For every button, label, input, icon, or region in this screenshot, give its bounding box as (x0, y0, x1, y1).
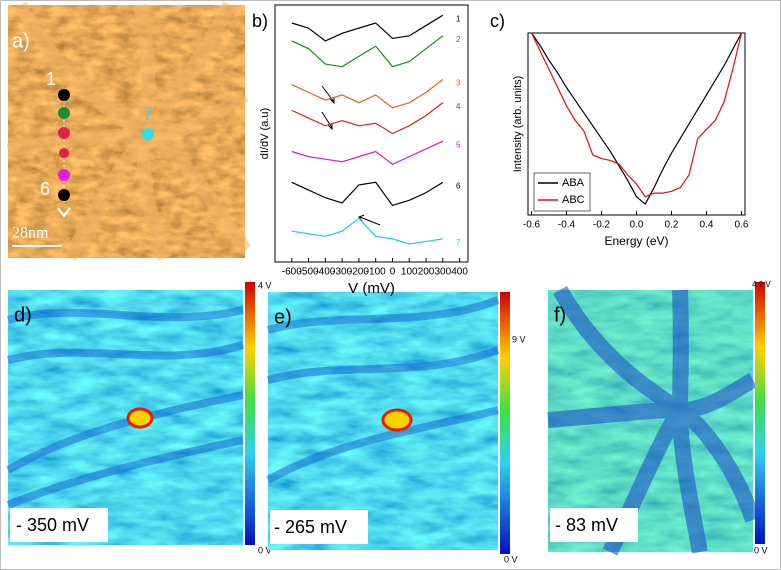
x-tick-label: 400 (451, 267, 468, 278)
series-line (530, 32, 743, 198)
colorbar (500, 292, 510, 554)
bias-label: - 83 mV (555, 515, 618, 535)
point (58, 107, 70, 119)
point (58, 89, 70, 101)
arrow (321, 111, 333, 131)
arrow (321, 85, 335, 105)
series-line (291, 181, 444, 207)
legend-label: ABC (562, 194, 585, 206)
series-line (291, 140, 444, 166)
x-tick-label: -300 (332, 267, 352, 278)
colorbar-max: 4 V (258, 280, 272, 290)
panel-d: d) - 350 mV 4 V 0 V (6, 280, 272, 555)
x-tick-label: 300 (434, 267, 451, 278)
label-box (270, 510, 368, 544)
point (59, 148, 69, 158)
x-tick-label: -100 (366, 267, 386, 278)
scale-label: 28nm (12, 225, 49, 242)
map-image (8, 290, 243, 545)
panel-label: e) (274, 306, 292, 328)
panel-label: a) (12, 30, 30, 52)
x-tick-label: 100 (401, 267, 418, 278)
bias-label: - 265 mV (274, 517, 347, 537)
y-axis-label: Intensity (arb. units) (512, 76, 524, 173)
x-tick-label: 0.6 (735, 220, 749, 231)
series-line (291, 14, 444, 42)
panel-label: b) (252, 11, 268, 31)
point (58, 189, 70, 201)
colorbar-max: 9 V (512, 334, 526, 344)
x-tick-label: -600 (282, 267, 302, 278)
y-axis-label: dI/dV (a.u) (259, 108, 271, 159)
series-label: 3 (456, 79, 461, 88)
stripe (266, 296, 500, 484)
colorbar-min: 0 V (258, 545, 272, 555)
panel-label: f) (554, 304, 566, 326)
panel-f: f) - 83 mV 4.2 V 0 V (547, 280, 771, 556)
plot-frame (274, 4, 469, 263)
series-label: 1 (456, 14, 461, 23)
series-label: 7 (456, 238, 461, 247)
series-label: 2 (456, 35, 461, 44)
bias-label: - 350 mV (16, 515, 89, 535)
x-tick-label: 0.0 (630, 220, 644, 231)
series-label: 6 (456, 181, 461, 190)
colorbar-min: 0 V (504, 554, 518, 564)
point-label: 6 (40, 179, 50, 199)
x-tick-label: 0.4 (700, 220, 714, 231)
panel-e: e) - 265 mV 9 V 0 V (266, 292, 526, 564)
series-line (291, 217, 443, 245)
x-tick-label: -0.2 (593, 220, 611, 231)
series-line (291, 79, 444, 109)
x-tick-label: 0 (390, 267, 396, 278)
x-tick-label: -500 (299, 267, 319, 278)
series-line (531, 32, 743, 206)
point (58, 169, 70, 181)
series-line (291, 35, 444, 68)
series-label: 4 (456, 102, 461, 111)
x-axis-label: V (mV) (348, 280, 395, 297)
legend-box (533, 172, 591, 212)
point (58, 127, 70, 139)
arrow (57, 207, 71, 218)
colorbar (245, 282, 255, 545)
x-axis-label: Energy (eV) (604, 234, 668, 248)
colorbar (755, 282, 765, 544)
panel-label: d) (14, 304, 32, 326)
x-tick-label: -200 (349, 267, 369, 278)
hotspot (126, 407, 154, 429)
colorbar-min: 0 V (754, 545, 768, 555)
series-label: 5 (456, 140, 461, 149)
stripe (6, 306, 245, 509)
panel-a: a) 1 6 7 28nm (6, 1, 251, 262)
label-box (550, 508, 638, 542)
x-tick-label: -0.4 (558, 220, 576, 231)
x-tick-label: -400 (315, 267, 335, 278)
x-tick-label: 0.2 (665, 220, 679, 231)
point (142, 128, 154, 140)
domain-wall (547, 286, 761, 556)
x-tick-label: -0.6 (523, 220, 541, 231)
series-line (291, 102, 444, 135)
arrow (358, 214, 381, 226)
x-tick-label: 200 (418, 267, 435, 278)
colorbar-max: 4.2 V (752, 280, 771, 289)
legend-label: ABA (562, 177, 585, 189)
point-label: 1 (46, 69, 56, 89)
label-box (10, 508, 108, 542)
point-label: 7 (143, 104, 153, 124)
hotspot (381, 408, 413, 432)
panel-label: c) (490, 11, 505, 31)
